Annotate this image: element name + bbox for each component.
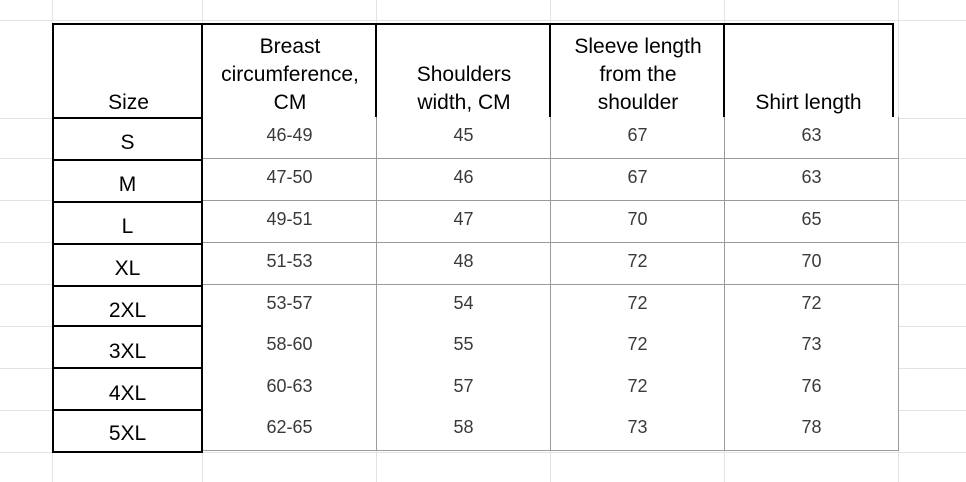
- value-cell-breast: 49-51: [203, 201, 377, 243]
- value-cell-shirt: 78: [725, 409, 899, 451]
- value-cell-shoulders: 47: [377, 201, 551, 243]
- value-cell-sleeve: 72: [551, 367, 725, 411]
- size-cell: L: [52, 201, 203, 245]
- value-cell-breast: 51-53: [203, 243, 377, 285]
- value-cell-sleeve: 70: [551, 201, 725, 243]
- size-cell: 5XL: [52, 409, 203, 453]
- value-cell-shoulders: 58: [377, 409, 551, 451]
- header-shoulders-width: Shoulders width, CM: [375, 23, 551, 119]
- value-cell-breast: 47-50: [203, 159, 377, 201]
- value-cell-shirt: 70: [725, 243, 899, 285]
- value-cell-shirt: 73: [725, 325, 899, 369]
- size-cell: S: [52, 117, 203, 161]
- header-sleeve-length: Sleeve length from the shoulder: [549, 23, 725, 119]
- header-size-label: Size: [108, 91, 149, 114]
- value-cell-shoulders: 55: [377, 325, 551, 369]
- value-cell-breast: 58-60: [203, 325, 377, 369]
- value-cell-shirt: 63: [725, 117, 899, 159]
- value-cell-sleeve: 67: [551, 117, 725, 159]
- value-cell-sleeve: 72: [551, 243, 725, 285]
- value-cell-sleeve: 67: [551, 159, 725, 201]
- value-cell-shirt: 63: [725, 159, 899, 201]
- value-cell-shirt: 65: [725, 201, 899, 243]
- value-cell-shoulders: 46: [377, 159, 551, 201]
- header-shirt-length: Shirt length: [723, 23, 894, 119]
- header-sleeve-length-label: Sleeve length from the shoulder: [574, 35, 702, 114]
- header-size: Size: [52, 23, 203, 119]
- size-cell: 2XL: [52, 285, 203, 329]
- value-cell-shirt: 76: [725, 367, 899, 411]
- size-cell: M: [52, 159, 203, 203]
- header-shirt-length-label: Shirt length: [755, 91, 862, 114]
- value-cell-shirt: 72: [725, 285, 899, 327]
- value-cell-breast: 60-63: [203, 367, 377, 411]
- value-cell-sleeve: 72: [551, 325, 725, 369]
- value-cell-shoulders: 57: [377, 367, 551, 411]
- header-shoulders-width-label: Shoulders width, CM: [416, 63, 512, 114]
- value-cell-breast: 62-65: [203, 409, 377, 451]
- value-cell-sleeve: 72: [551, 285, 725, 327]
- value-cell-shoulders: 48: [377, 243, 551, 285]
- size-cell: XL: [52, 243, 203, 287]
- header-breast-circumference: Breast circumference, CM: [201, 23, 377, 119]
- size-cell: 3XL: [52, 325, 203, 371]
- value-cell-shoulders: 54: [377, 285, 551, 327]
- value-cell-breast: 46-49: [203, 117, 377, 159]
- size-cell: 4XL: [52, 367, 203, 413]
- value-cell-shoulders: 45: [377, 117, 551, 159]
- header-breast-circumference-label: Breast circumference, CM: [221, 35, 359, 114]
- value-cell-sleeve: 73: [551, 409, 725, 451]
- value-cell-breast: 53-57: [203, 285, 377, 327]
